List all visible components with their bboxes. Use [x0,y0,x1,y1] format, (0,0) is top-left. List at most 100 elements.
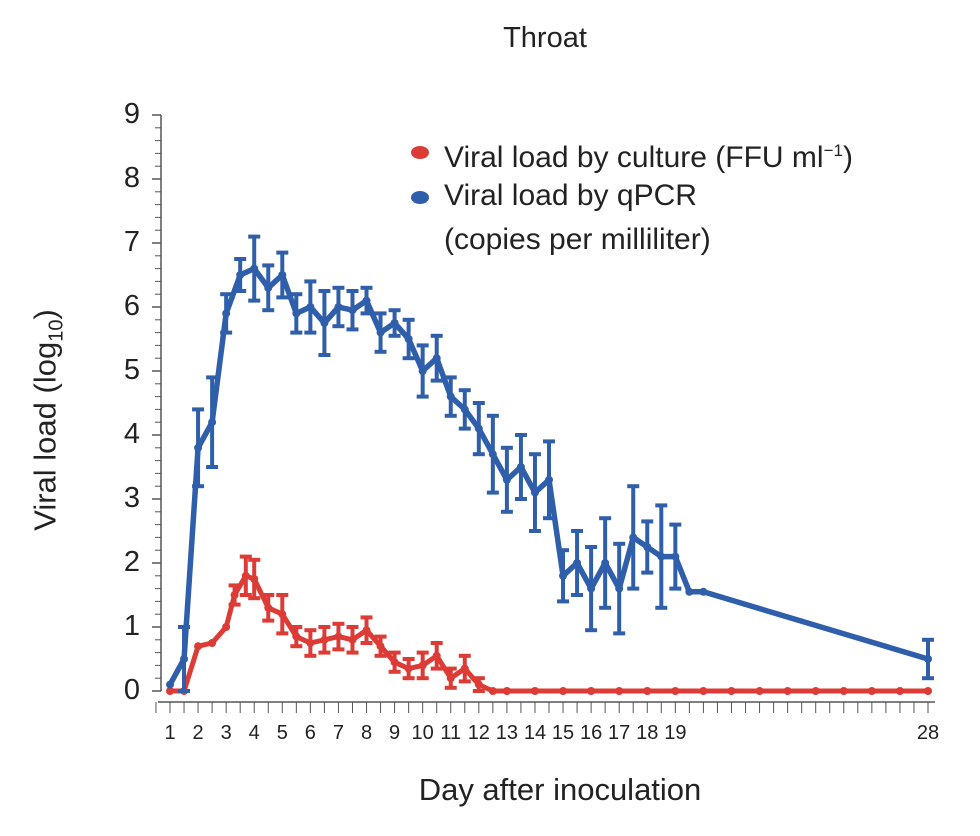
y-tick-label: 7 [123,226,140,258]
data-point [657,552,666,561]
data-point [530,488,539,497]
data-point [643,543,652,551]
data-point [699,687,708,695]
data-point [601,559,610,567]
x-tick-label: 9 [389,722,401,744]
data-point [587,687,596,695]
data-point [699,587,708,596]
data-point [404,335,413,343]
data-point [348,635,357,644]
data-point [685,587,694,596]
legend-label-qpcr-line2: (copies per milliliter) [444,223,711,256]
data-point [530,687,539,695]
data-point [306,639,315,647]
x-tick-label: 15 [551,722,575,744]
data-point [376,328,385,337]
x-tick-label: 28 [916,722,940,744]
y-tick-label: 8 [123,162,140,194]
y-tick-label: 5 [123,354,140,386]
data-point [194,443,203,452]
x-axis-label: Day after inoculation [418,772,702,807]
data-point [418,661,427,670]
y-tick-label: 2 [123,546,140,578]
data-point [180,655,189,663]
data-point [320,635,329,644]
data-point [545,475,553,484]
data-point [334,632,343,641]
data-point [418,367,427,375]
x-tick-label: 8 [360,722,373,744]
data-point [222,623,231,631]
data-point [573,559,582,567]
data-point [446,392,455,401]
data-point [755,687,764,695]
x-tick-label: 7 [332,722,344,744]
data-point [250,264,259,273]
legend-label-culture-close: ) [842,141,853,174]
data-point [502,475,511,484]
chart-title: Throat [503,22,587,54]
data-point [390,658,399,667]
data-point [839,687,848,695]
data-point [432,651,441,660]
data-point [278,271,287,279]
data-point [446,674,455,683]
x-tick-label: 10 [411,722,434,744]
data-point [334,303,343,311]
data-point [194,642,203,651]
x-tick-label: 14 [523,722,547,744]
x-tick-label: 12 [467,722,490,744]
data-point [615,687,624,695]
data-point [671,552,680,561]
x-tick-label: 19 [664,722,687,744]
y-tick-label: 4 [123,418,140,450]
series-line-1 [167,265,931,688]
data-point [320,319,329,327]
data-point [502,687,511,695]
data-point [264,283,273,292]
x-tick-label: 1 [164,722,176,744]
legend-label-culture-main: Viral load by culture (FFU ml [444,141,824,174]
legend-label-culture: Viral load by culture (FFU ml−1) [444,133,853,176]
x-tick-label: 18 [636,722,659,744]
y-tick-label: 6 [123,290,140,322]
x-tick-label: 13 [495,722,518,744]
data-point [432,354,441,363]
data-point [460,664,469,673]
data-point [727,687,736,695]
data-point [867,687,876,695]
x-tick-label: 3 [220,722,232,744]
data-point [488,450,497,459]
data-point [811,687,820,695]
x-tick-label: 2 [192,722,204,744]
data-point [278,610,287,619]
legend-marker-culture [411,146,429,159]
y-tick-label: 3 [123,482,140,514]
data-point [348,306,357,315]
data-point [362,626,371,635]
data-point [643,687,652,695]
legend-label-qpcr: Viral load by qPCR [444,179,697,212]
data-point [292,309,301,318]
data-point [474,424,483,433]
data-point [390,319,399,327]
data-point [488,687,497,695]
data-point [230,591,239,599]
data-point [895,687,904,695]
data-point [460,405,469,414]
data-point [783,687,792,695]
data-point [587,584,596,593]
data-point [629,533,638,542]
x-tick-label: 17 [608,722,631,744]
data-point [222,309,231,318]
x-tick-label: 11 [440,722,462,744]
data-point [236,271,245,279]
data-point [474,680,483,689]
y-tick-label: 9 [123,98,140,130]
data-point [166,680,174,689]
y-tick-label: 0 [123,674,140,706]
data-point [250,575,259,583]
legend-label-culture-sup: −1 [823,141,843,160]
data-point [404,664,413,673]
